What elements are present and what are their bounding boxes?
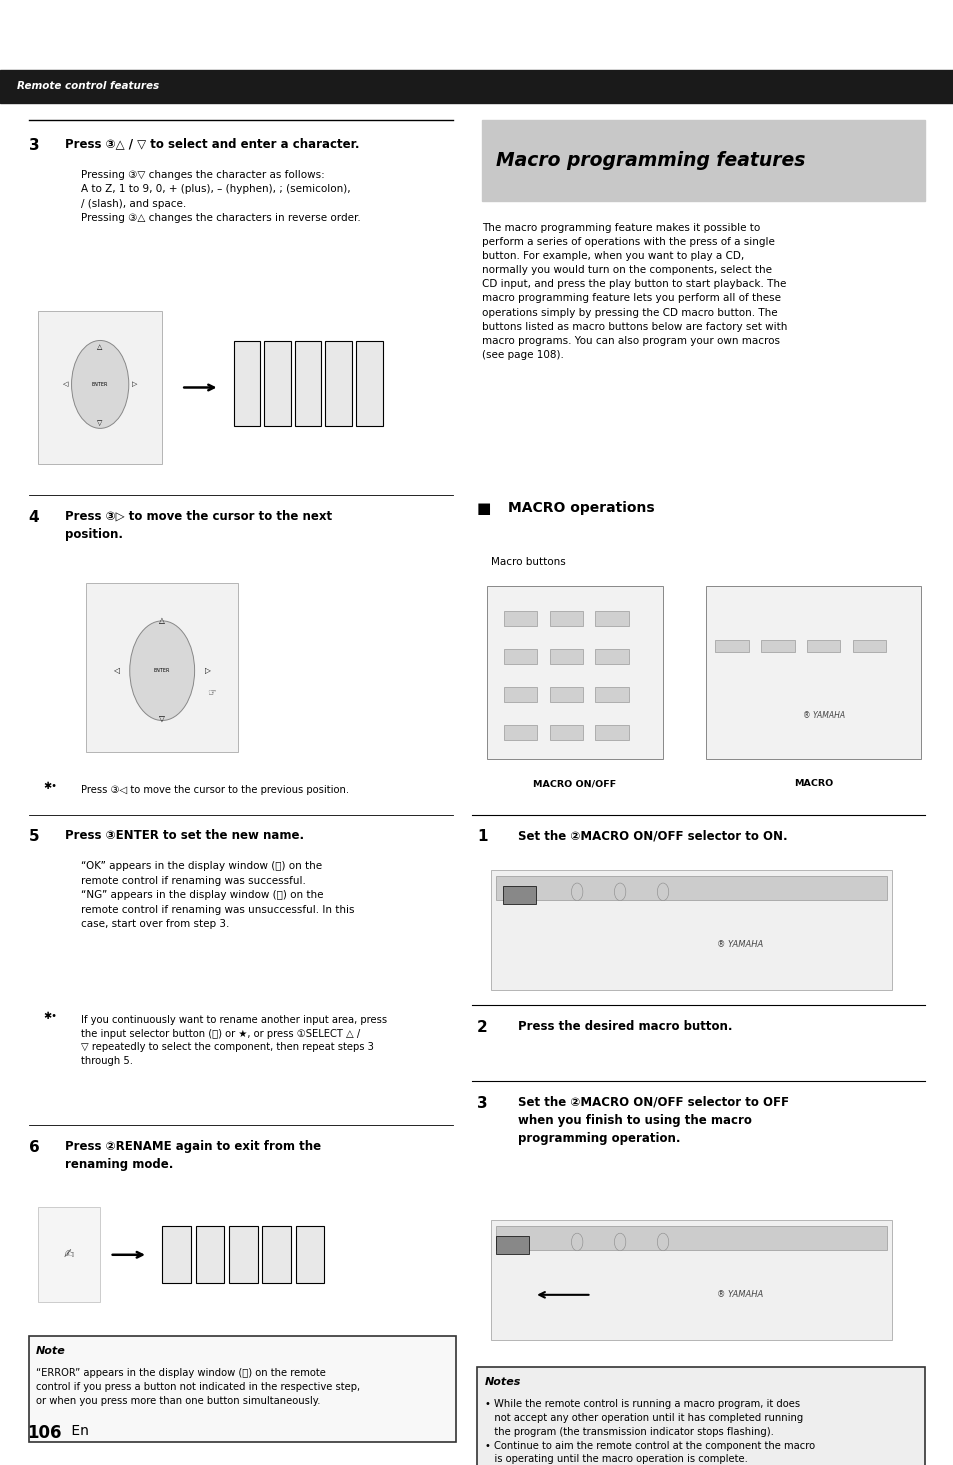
Circle shape [571,1234,582,1251]
Text: Macro programming features: Macro programming features [496,151,804,170]
Bar [549,611,582,626]
Text: ▽: ▽ [97,420,103,426]
Text: ■: ■ [476,501,491,516]
Bar [496,1226,886,1250]
Text: ▷: ▷ [132,381,137,387]
Bar [481,120,924,201]
Text: Press ③▷ to move the cursor to the next
position.: Press ③▷ to move the cursor to the next … [65,510,332,541]
Bar [549,649,582,664]
Bar [503,725,537,740]
Text: 2: 2 [476,1020,487,1034]
Bar [549,687,582,702]
Bar [705,586,920,759]
Bar [715,640,748,652]
Bar [496,876,886,900]
Bar [476,1367,924,1465]
Bar [38,1207,100,1302]
Text: 1: 1 [476,829,487,844]
Bar [852,640,885,652]
Bar [503,687,537,702]
Text: Press ③ENTER to set the new name.: Press ③ENTER to set the new name. [65,829,304,842]
Bar [486,586,662,759]
Bar [595,725,628,740]
Circle shape [571,883,582,901]
Text: ▽: ▽ [159,713,165,722]
Bar [38,311,162,464]
Bar [233,341,260,426]
Text: Press the desired macro button.: Press the desired macro button. [517,1020,732,1033]
Text: Press ③△ / ▽ to select and enter a character.: Press ③△ / ▽ to select and enter a chara… [65,138,359,151]
Circle shape [657,1234,668,1251]
Text: Set the ②MACRO ON/OFF selector to OFF
when you finish to using the macro
program: Set the ②MACRO ON/OFF selector to OFF wh… [517,1096,788,1144]
Text: 6: 6 [29,1140,39,1154]
Text: 5: 5 [29,829,39,844]
Bar [0,70,953,103]
Text: • While the remote control is running a macro program, it does
   not accept any: • While the remote control is running a … [484,1399,814,1465]
Text: ® YAMAHA: ® YAMAHA [716,1291,762,1299]
Bar [294,341,321,426]
Text: ✍: ✍ [63,1248,74,1261]
Text: Note: Note [36,1346,66,1357]
Bar [295,1226,324,1283]
Text: If you continuously want to rename another input area, press
the input selector : If you continuously want to rename anoth… [81,1015,387,1067]
Text: 4: 4 [29,510,39,524]
Bar [806,640,840,652]
Text: “ERROR” appears in the display window (ⓘ) on the remote
control if you press a b: “ERROR” appears in the display window (ⓘ… [36,1368,360,1406]
Text: ® YAMAHA: ® YAMAHA [716,941,762,949]
Text: Press ③◁ to move the cursor to the previous position.: Press ③◁ to move the cursor to the previ… [81,785,349,795]
Bar [595,649,628,664]
Bar [264,341,291,426]
Bar [595,687,628,702]
Text: En: En [67,1424,89,1439]
Text: 3: 3 [29,138,39,152]
Bar [502,886,536,904]
Bar [162,1226,191,1283]
Text: ENTER: ENTER [91,382,109,387]
Bar [496,1236,529,1254]
Text: “OK” appears in the display window (ⓘ) on the
remote control if renaming was suc: “OK” appears in the display window (ⓘ) o… [81,861,355,929]
Bar [325,341,352,426]
Text: Press ②RENAME again to exit from the
renaming mode.: Press ②RENAME again to exit from the ren… [65,1140,320,1171]
Text: 3: 3 [476,1096,487,1110]
Bar [503,611,537,626]
Text: △: △ [97,344,103,350]
Text: ENTER: ENTER [153,668,171,674]
Text: ◁: ◁ [113,667,119,675]
Text: Set the ②MACRO ON/OFF selector to ON.: Set the ②MACRO ON/OFF selector to ON. [517,829,787,842]
Bar [229,1226,257,1283]
Text: The macro programming feature makes it possible to
perform a series of operation: The macro programming feature makes it p… [481,223,786,360]
Text: △: △ [159,615,165,624]
Text: Macro buttons: Macro buttons [491,557,565,567]
Bar [195,1226,224,1283]
Bar [86,583,238,752]
Bar [760,640,794,652]
Circle shape [614,883,625,901]
Text: Remote control features: Remote control features [17,82,159,91]
Text: ® YAMAHA: ® YAMAHA [802,711,844,721]
Bar [262,1226,291,1283]
Text: MACRO: MACRO [793,779,832,788]
Text: Notes: Notes [484,1377,520,1387]
Text: ✱•: ✱• [43,781,57,791]
Bar [491,870,891,990]
Bar [29,1336,456,1442]
Text: ▷: ▷ [205,667,211,675]
Circle shape [130,621,194,721]
Bar [491,1220,891,1340]
Text: MACRO operations: MACRO operations [508,501,655,516]
Text: ✱•: ✱• [43,1011,57,1021]
Bar [355,341,382,426]
Circle shape [614,1234,625,1251]
Bar [549,725,582,740]
Text: ◁: ◁ [63,381,68,387]
Circle shape [71,340,129,428]
Text: MACRO ON/OFF: MACRO ON/OFF [533,779,616,788]
Bar [595,611,628,626]
Bar [503,649,537,664]
Text: Pressing ③▽ changes the character as follows:
A to Z, 1 to 9, 0, + (plus), – (hy: Pressing ③▽ changes the character as fol… [81,170,360,223]
Text: ☞: ☞ [207,687,215,697]
Text: 106: 106 [27,1424,61,1442]
Circle shape [657,883,668,901]
